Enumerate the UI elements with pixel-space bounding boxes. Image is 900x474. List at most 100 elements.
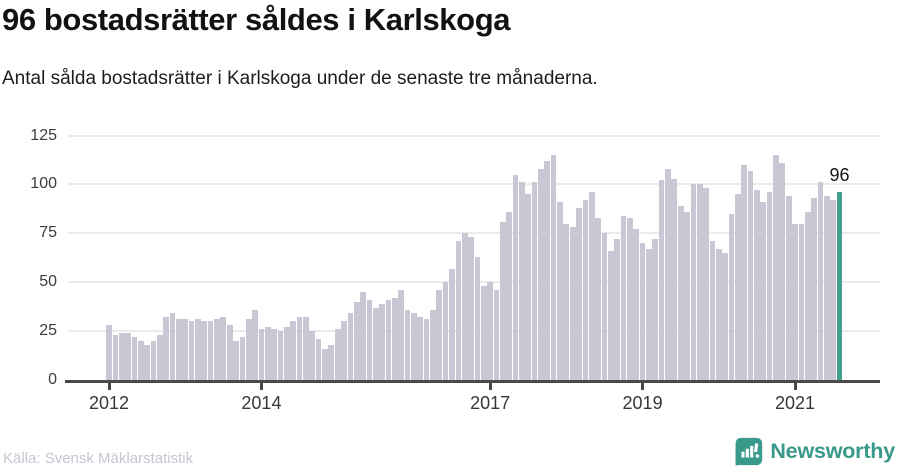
bar [487,282,493,380]
x-tick [793,383,797,390]
bar [754,190,760,380]
bar [182,319,189,380]
bar [652,239,659,380]
bar [112,335,119,380]
chart-subtitle: Antal sålda bostadsrätter i Karlskoga un… [2,68,598,89]
bar [334,329,341,380]
bar [525,194,532,380]
bar [188,321,195,380]
bar [773,155,779,380]
bar [195,319,201,380]
bar [360,291,366,380]
bar [766,192,773,380]
bar [353,301,360,380]
bar [512,174,519,380]
bar [391,297,398,380]
bar [125,333,131,380]
bar [372,307,379,380]
bar [709,241,716,380]
bar [264,327,271,380]
bar [627,217,633,380]
bar [328,344,335,380]
bar [404,309,411,380]
bar [315,338,322,380]
bar [245,319,252,380]
bar [715,248,722,380]
bar [252,309,258,380]
bar [284,327,290,380]
bar [233,340,239,380]
bar [163,317,169,380]
bar [468,237,474,380]
bar [499,221,506,380]
bar [226,325,233,380]
bar [747,170,754,380]
x-tick [107,383,111,390]
bar [569,227,576,380]
highlight-value-label: 96 [829,165,850,186]
bar [201,321,208,380]
bar [461,233,468,380]
bar [290,321,297,380]
bar [118,333,125,380]
bar [671,178,678,380]
bar [557,202,563,380]
highlighted-bar [836,192,843,380]
bar [150,340,157,380]
bar [538,168,544,380]
bar [220,317,227,380]
bar [614,239,620,380]
bar [379,303,385,380]
bar [620,215,627,380]
chart: 0 25 50 75 100 125 2012 2014 2017 2019 2021 [0,126,900,428]
x-tick-label: 2014 [241,393,282,413]
bar [131,336,138,380]
bar [696,184,703,380]
y-axis-label: 100 [30,175,57,193]
bar [595,217,601,380]
bar [366,299,373,380]
bar [423,319,430,380]
bar [258,329,265,380]
y-gridline [68,232,880,235]
bar [436,290,443,380]
bar [830,200,836,380]
bar [544,160,551,380]
bar [785,196,792,380]
bar [239,336,246,380]
bar [722,252,728,380]
bar [398,290,405,380]
bar [639,243,646,380]
bar [207,321,214,380]
bar [455,241,462,380]
bar [550,155,557,380]
bar [341,321,347,380]
bar [176,319,182,380]
bar [563,223,570,380]
newsworthy-icon [734,437,763,466]
bar [442,282,449,380]
x-tick-label: 2017 [470,393,511,413]
bar [582,200,589,380]
bar [106,325,112,380]
y-gridline [68,183,880,186]
bar [347,313,354,380]
x-tick-label: 2019 [622,393,663,413]
bar [277,331,284,380]
bar [303,317,309,380]
bar [601,233,608,380]
bar [417,317,424,380]
bar [703,188,709,380]
bar [734,194,741,380]
page-title: 96 bostadsrätter såldes i Karlskoga [2,2,511,37]
brand-name: Newsworthy [770,439,895,463]
bar [811,198,817,380]
bar [144,344,150,380]
bar [474,256,481,380]
bar [741,164,748,380]
bar [804,211,811,380]
y-axis-label: 125 [30,126,57,144]
x-tick [488,383,492,390]
bar [576,207,582,380]
y-axis-label: 0 [48,371,57,388]
